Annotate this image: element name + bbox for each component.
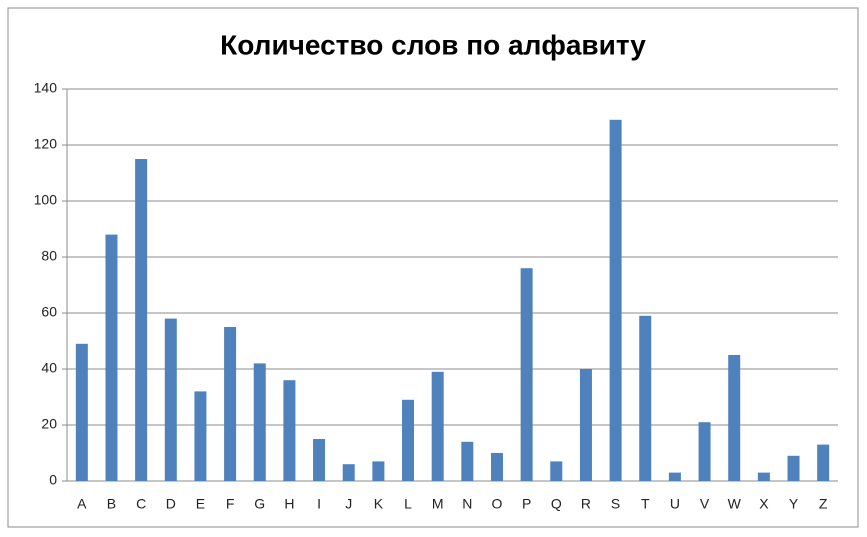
bar — [520, 268, 533, 481]
x-tick-label: R — [581, 496, 591, 512]
y-tick-label: 40 — [41, 360, 57, 376]
bar — [728, 355, 741, 481]
bar — [372, 461, 385, 481]
x-tick-label: I — [317, 496, 321, 512]
bar — [224, 327, 237, 481]
bar — [194, 391, 207, 481]
bar — [105, 234, 118, 481]
y-tick-label: 60 — [41, 304, 57, 320]
bar — [342, 464, 355, 481]
x-tick-label: J — [345, 496, 352, 512]
bar — [817, 444, 830, 481]
x-tick-label: B — [107, 496, 116, 512]
bar — [461, 441, 474, 481]
y-tick-label: 0 — [49, 472, 57, 488]
x-tick-label: F — [226, 496, 235, 512]
bar — [164, 318, 177, 481]
x-tick-label: V — [700, 496, 710, 512]
bar — [253, 363, 266, 481]
bar — [609, 119, 622, 482]
bar — [75, 343, 88, 481]
bar — [757, 472, 770, 481]
bar — [698, 422, 711, 481]
y-tick-label: 20 — [41, 416, 57, 432]
x-tick-label: N — [462, 496, 472, 512]
x-tick-label: P — [522, 496, 531, 512]
x-tick-label: S — [611, 496, 620, 512]
chart-title: Количество слов по алфавиту — [220, 29, 646, 60]
x-tick-label: C — [136, 496, 146, 512]
x-tick-label: E — [196, 496, 205, 512]
y-tick-label: 120 — [34, 136, 58, 152]
bar — [283, 380, 296, 481]
x-tick-label: Z — [819, 496, 828, 512]
x-tick-label: M — [432, 496, 444, 512]
bar — [313, 439, 326, 481]
bar — [490, 453, 503, 481]
x-tick-label: D — [166, 496, 176, 512]
bar — [639, 315, 652, 481]
x-tick-label: H — [284, 496, 294, 512]
bar — [431, 371, 444, 481]
y-tick-label: 80 — [41, 248, 57, 264]
x-tick-label: G — [254, 496, 265, 512]
y-tick-label: 140 — [34, 80, 58, 96]
y-tick-label: 100 — [34, 192, 58, 208]
bar — [787, 455, 800, 481]
x-tick-label: K — [374, 496, 384, 512]
bar — [402, 399, 415, 481]
x-tick-label: L — [404, 496, 412, 512]
x-tick-label: Q — [551, 496, 562, 512]
x-tick-label: O — [492, 496, 503, 512]
bar — [579, 369, 592, 481]
bar — [550, 461, 563, 481]
x-tick-label: X — [759, 496, 769, 512]
bar — [668, 472, 681, 481]
x-tick-label: U — [670, 496, 680, 512]
x-tick-label: W — [728, 496, 742, 512]
x-tick-label: A — [77, 496, 87, 512]
bar — [135, 159, 148, 481]
x-tick-label: T — [641, 496, 650, 512]
x-tick-label: Y — [789, 496, 799, 512]
